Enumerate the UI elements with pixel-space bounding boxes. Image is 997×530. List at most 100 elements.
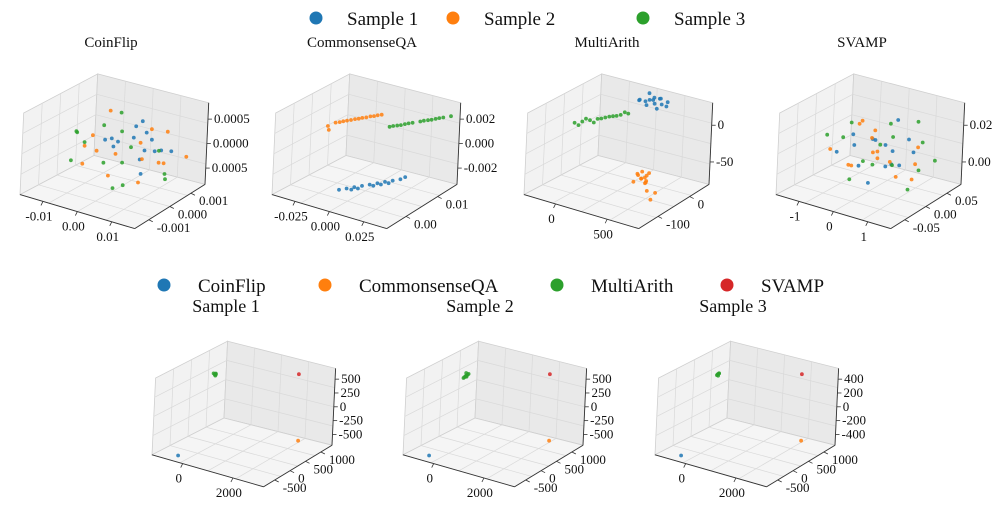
series-svamp	[548, 372, 552, 377]
data-point	[391, 124, 396, 128]
grid-line	[274, 93, 349, 134]
z-tick-label: 0	[843, 399, 850, 414]
panel-title: CommonsenseQA	[307, 35, 417, 51]
x-axis-line	[523, 194, 639, 230]
data-point	[716, 372, 721, 376]
grid-line	[207, 431, 279, 472]
data-point	[860, 118, 865, 123]
data-point	[603, 115, 608, 120]
x-tick-label: 2000	[216, 485, 242, 500]
legend-label: MultiArith	[591, 276, 674, 297]
data-point	[897, 163, 902, 168]
data-point	[356, 116, 361, 121]
data-point	[576, 123, 581, 127]
panel-title: Sample 2	[446, 296, 514, 316]
chart-panels: -0.010.000.010.0010.000-0.0010.00050.000…	[18, 35, 992, 500]
x-tick	[431, 463, 435, 468]
data-point	[134, 124, 139, 129]
grid-line	[22, 93, 97, 134]
data-point	[341, 119, 346, 124]
data-point	[644, 189, 649, 193]
z-tick-label: -400	[842, 426, 866, 441]
grid-line	[205, 350, 210, 428]
data-point	[398, 177, 403, 182]
grid-line	[560, 93, 566, 176]
data-point	[852, 143, 857, 147]
data-point	[647, 98, 652, 102]
z-tick-label: -250	[339, 413, 363, 428]
data-point	[622, 110, 627, 115]
legend-label: Sample 1	[347, 9, 418, 30]
grid-line	[526, 93, 601, 134]
data-point	[383, 180, 387, 184]
z-tick-label: 200	[843, 385, 863, 400]
data-point	[834, 149, 839, 154]
z-tick-label: -0.002	[464, 160, 498, 175]
data-point	[360, 184, 364, 188]
y-tick	[148, 219, 153, 223]
data-point	[883, 164, 888, 169]
data-point	[387, 124, 392, 129]
data-point	[163, 177, 167, 182]
data-point	[916, 145, 920, 150]
data-point	[108, 108, 113, 113]
data-point	[849, 163, 854, 168]
y-tick-label: 0.000	[178, 207, 207, 222]
y-tick-label: 0.00	[414, 216, 437, 231]
data-point	[353, 117, 357, 121]
grid-line	[579, 83, 584, 166]
x-tick-label: 0	[678, 471, 685, 486]
grid-line	[347, 114, 459, 144]
grid-line	[438, 359, 443, 437]
data-point	[647, 171, 651, 176]
series-sample-3	[387, 114, 453, 129]
grid-line	[807, 361, 812, 439]
grid-line	[458, 431, 530, 472]
grid-line	[405, 360, 478, 398]
data-point	[119, 110, 124, 115]
data-point	[851, 132, 856, 137]
data-point	[375, 181, 380, 186]
series-commonsenseqa	[547, 438, 551, 443]
y-tick-label: -500	[534, 480, 558, 495]
series-commonsenseqa	[296, 438, 300, 443]
x-tick-label: 2000	[719, 485, 745, 500]
x-axis-line	[151, 454, 264, 488]
x-tick-label: -1	[790, 208, 801, 223]
data-point	[82, 143, 87, 148]
grid-line	[327, 83, 332, 166]
grid-line	[657, 360, 730, 398]
series-sample-3	[572, 110, 631, 127]
legend-top: Sample 1 Sample 2 Sample 3	[309, 9, 745, 30]
y-axis-line	[386, 184, 458, 229]
data-point	[360, 116, 365, 120]
grid-line	[226, 360, 335, 388]
y-tick-label: 0.001	[199, 193, 228, 208]
data-point	[333, 120, 338, 125]
data-point	[176, 453, 181, 458]
panel-title: CoinFlip	[84, 35, 137, 51]
data-point	[626, 111, 631, 116]
legend-label: SVAMP	[761, 276, 824, 297]
grid-line	[831, 164, 944, 196]
x-tick	[361, 221, 365, 226]
data-point	[410, 120, 415, 125]
data-point	[120, 183, 125, 188]
grid-line	[555, 361, 560, 439]
grid-line	[357, 176, 430, 221]
legend-label: CommonsenseQA	[359, 276, 499, 297]
data-point	[652, 95, 657, 100]
y-axis-line	[638, 184, 710, 229]
y-tick-label: 0.00	[934, 207, 957, 222]
data-point	[102, 123, 107, 128]
grid-line	[609, 176, 682, 221]
y-tick-label: -100	[666, 216, 690, 231]
data-point	[403, 175, 408, 180]
x-tick	[865, 221, 869, 226]
data-point	[379, 112, 384, 117]
data-point	[871, 150, 875, 155]
data-point	[379, 182, 383, 187]
